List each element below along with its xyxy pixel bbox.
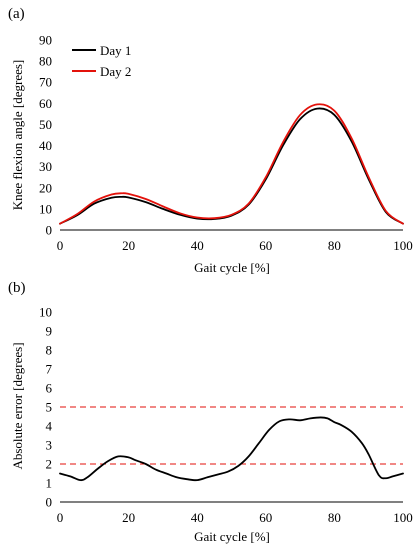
y-tick-label: 40 [39,138,52,153]
panel-b-y-tick-labels: 0 1 2 3 4 5 6 7 8 9 10 [39,305,53,510]
y-tick-label: 80 [39,54,52,69]
y-tick-label: 10 [39,305,52,320]
x-tick-label: 0 [57,238,64,253]
y-tick-label: 0 [46,223,53,238]
x-tick-label: 20 [122,238,135,253]
series-line-1 [59,416,404,482]
panel-a-ylabel: Knee flexion angle [degrees] [10,60,25,211]
panel-a-y-tick-labels: 0 10 20 30 40 50 60 70 80 90 [39,33,52,238]
series-line-1 [59,107,404,225]
panel-a: (a) Knee flexion angle [degrees] Gait cy… [8,6,413,275]
panel-a-x-tick-labels: 0 20 40 60 80 100 [57,238,413,253]
legend-day2-label: Day 2 [100,64,131,79]
x-tick-label: 40 [191,510,204,525]
x-tick-label: 80 [328,510,341,525]
y-tick-label: 8 [46,343,53,358]
x-tick-label: 60 [259,510,272,525]
x-tick-label: 80 [328,238,341,253]
panel-a-label: (a) [8,6,25,22]
legend-day1-label: Day 1 [100,43,131,58]
panel-b-xlabel: Gait cycle [%] [194,529,270,544]
panel-b-series [59,416,404,482]
y-tick-label: 7 [46,362,53,377]
y-tick-label: 10 [39,201,52,216]
x-tick-label: 20 [122,510,135,525]
y-tick-label: 2 [46,457,53,472]
y-tick-label: 4 [46,419,53,434]
y-tick-label: 30 [39,159,52,174]
y-tick-label: 70 [39,75,52,90]
x-tick-label: 100 [393,238,413,253]
y-tick-label: 0 [46,495,53,510]
y-tick-label: 20 [39,180,52,195]
panel-b-reference-lines [60,406,403,465]
y-tick-label: 60 [39,96,52,111]
panel-a-legend: Day 1 Day 2 [72,43,131,79]
y-tick-label: 3 [46,438,53,453]
y-tick-label: 5 [46,400,53,415]
series-line-2 [59,103,404,225]
y-tick-label: 50 [39,117,52,132]
x-tick-label: 40 [191,238,204,253]
panel-a-xlabel: Gait cycle [%] [194,260,270,275]
panel-b-x-tick-labels: 0 20 40 60 80 100 [57,510,413,525]
panel-b-ylabel: Absolute error [degrees] [10,342,25,469]
y-tick-label: 6 [46,381,53,396]
x-tick-label: 100 [393,510,413,525]
panel-a-series [59,103,404,225]
y-tick-label: 9 [46,324,53,339]
panel-b-label: (b) [8,280,26,296]
x-tick-label: 0 [57,510,64,525]
panel-b: (b) Absolute error [degrees] Gait cycle … [8,280,413,544]
x-tick-label: 60 [259,238,272,253]
y-tick-label: 90 [39,33,52,48]
y-tick-label: 1 [46,476,53,491]
